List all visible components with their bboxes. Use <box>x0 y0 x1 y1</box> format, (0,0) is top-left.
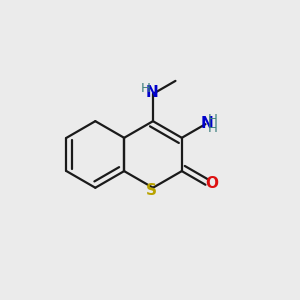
Text: O: O <box>206 176 218 191</box>
Text: N: N <box>201 116 214 131</box>
Text: S: S <box>146 183 157 198</box>
Text: H: H <box>208 122 218 134</box>
Text: N: N <box>146 85 159 100</box>
Text: H: H <box>208 113 218 126</box>
Text: H: H <box>141 82 151 95</box>
